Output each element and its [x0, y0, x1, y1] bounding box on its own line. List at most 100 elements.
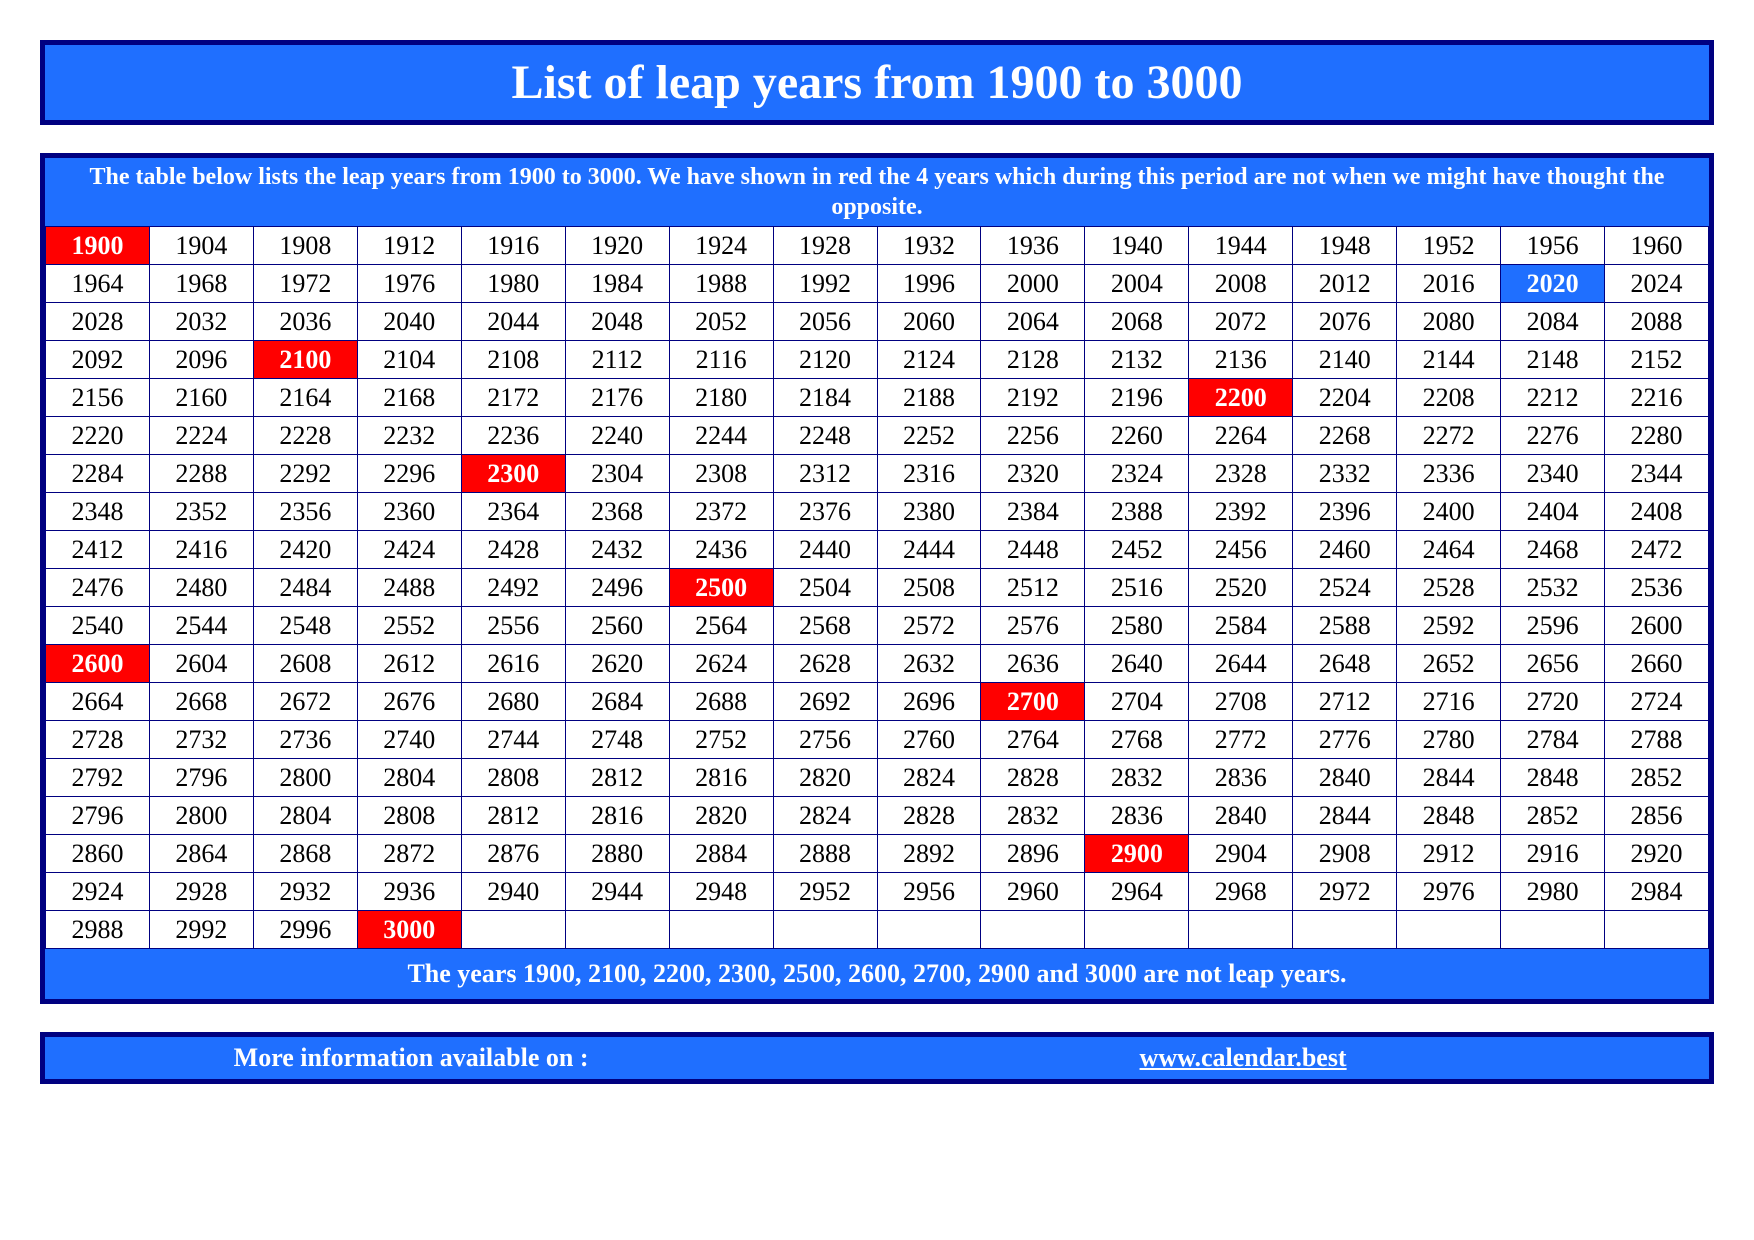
year-cell: 2328	[1189, 455, 1293, 493]
year-cell	[669, 911, 773, 949]
year-cell: 2848	[1397, 797, 1501, 835]
year-cell: 1988	[669, 265, 773, 303]
year-cell: 2816	[669, 759, 773, 797]
year-cell: 2252	[877, 417, 981, 455]
year-cell: 2576	[981, 607, 1085, 645]
year-cell: 2044	[461, 303, 565, 341]
year-cell: 2668	[149, 683, 253, 721]
year-cell: 2504	[773, 569, 877, 607]
year-cell: 2820	[669, 797, 773, 835]
year-cell: 2884	[669, 835, 773, 873]
year-cell: 1980	[461, 265, 565, 303]
year-cell: 2508	[877, 569, 981, 607]
year-cell: 2276	[1501, 417, 1605, 455]
year-cell: 2632	[877, 645, 981, 683]
year-cell: 2124	[877, 341, 981, 379]
year-cell: 2496	[565, 569, 669, 607]
year-cell: 2624	[669, 645, 773, 683]
year-cell: 2424	[357, 531, 461, 569]
year-cell: 2128	[981, 341, 1085, 379]
year-cell: 2548	[253, 607, 357, 645]
year-cell: 2592	[1397, 607, 1501, 645]
year-cell: 2144	[1397, 341, 1501, 379]
year-cell: 2148	[1501, 341, 1605, 379]
year-cell: 2596	[1501, 607, 1605, 645]
year-cell: 2588	[1293, 607, 1397, 645]
year-cell: 2732	[149, 721, 253, 759]
year-cell: 2900	[1085, 835, 1189, 873]
year-cell: 2740	[357, 721, 461, 759]
year-cell: 1976	[357, 265, 461, 303]
year-cell: 2876	[461, 835, 565, 873]
year-cell: 2712	[1293, 683, 1397, 721]
year-cell: 1952	[1397, 227, 1501, 265]
year-cell: 2584	[1189, 607, 1293, 645]
year-cell: 2016	[1397, 265, 1501, 303]
year-cell: 2444	[877, 531, 981, 569]
year-cell: 2000	[981, 265, 1085, 303]
year-cell: 2768	[1085, 721, 1189, 759]
table-row: 2924292829322936294029442948295229562960…	[46, 873, 1709, 911]
year-cell	[773, 911, 877, 949]
year-cell: 2372	[669, 493, 773, 531]
year-cell: 2392	[1189, 493, 1293, 531]
year-cell: 2572	[877, 607, 981, 645]
year-cell: 1948	[1293, 227, 1397, 265]
year-cell: 2192	[981, 379, 1085, 417]
year-cell: 2156	[46, 379, 150, 417]
year-cell: 2216	[1605, 379, 1709, 417]
year-cell: 2524	[1293, 569, 1397, 607]
year-cell: 2248	[773, 417, 877, 455]
year-cell: 2804	[253, 797, 357, 835]
year-cell: 2320	[981, 455, 1085, 493]
year-cell: 2280	[1605, 417, 1709, 455]
table-row: 2728273227362740274427482752275627602764…	[46, 721, 1709, 759]
year-cell: 2672	[253, 683, 357, 721]
year-cell: 2832	[981, 797, 1085, 835]
table-row: 2412241624202424242824322436244024442448…	[46, 531, 1709, 569]
table-row: 2860286428682872287628802884288828922896…	[46, 835, 1709, 873]
year-cell: 2292	[253, 455, 357, 493]
year-cell: 1916	[461, 227, 565, 265]
table-row: 2664266826722676268026842688269226962700…	[46, 683, 1709, 721]
year-cell: 2164	[253, 379, 357, 417]
year-cell: 2832	[1085, 759, 1189, 797]
year-cell: 2812	[461, 797, 565, 835]
year-cell	[1085, 911, 1189, 949]
year-cell: 2808	[357, 797, 461, 835]
year-cell: 2052	[669, 303, 773, 341]
year-cell: 2488	[357, 569, 461, 607]
table-row: 2348235223562360236423682372237623802384…	[46, 493, 1709, 531]
year-cell: 1984	[565, 265, 669, 303]
year-cell	[981, 911, 1085, 949]
year-cell: 2348	[46, 493, 150, 531]
year-cell: 2528	[1397, 569, 1501, 607]
year-cell: 2332	[1293, 455, 1397, 493]
year-cell: 2760	[877, 721, 981, 759]
table-row: 2284228822922296230023042308231223162320…	[46, 455, 1709, 493]
year-cell: 2484	[253, 569, 357, 607]
year-cell: 2204	[1293, 379, 1397, 417]
year-cell: 2500	[669, 569, 773, 607]
year-cell: 2336	[1397, 455, 1501, 493]
year-cell: 2112	[565, 341, 669, 379]
page-title: List of leap years from 1900 to 3000	[40, 40, 1714, 125]
year-cell: 2492	[461, 569, 565, 607]
table-row: 2600260426082612261626202624262826322636…	[46, 645, 1709, 683]
year-cell: 2400	[1397, 493, 1501, 531]
year-cell: 2844	[1397, 759, 1501, 797]
year-cell: 2420	[253, 531, 357, 569]
year-cell: 2088	[1605, 303, 1709, 341]
year-cell: 2848	[1501, 759, 1605, 797]
info-link[interactable]: www.calendar.best	[777, 1043, 1709, 1073]
year-cell: 2852	[1501, 797, 1605, 835]
year-cell: 2240	[565, 417, 669, 455]
year-cell: 2132	[1085, 341, 1189, 379]
year-cell	[1501, 911, 1605, 949]
year-cell: 1964	[46, 265, 150, 303]
year-cell: 2396	[1293, 493, 1397, 531]
table-row: 2156216021642168217221762180218421882192…	[46, 379, 1709, 417]
year-cell: 1992	[773, 265, 877, 303]
year-cell: 2580	[1085, 607, 1189, 645]
year-cell: 2056	[773, 303, 877, 341]
